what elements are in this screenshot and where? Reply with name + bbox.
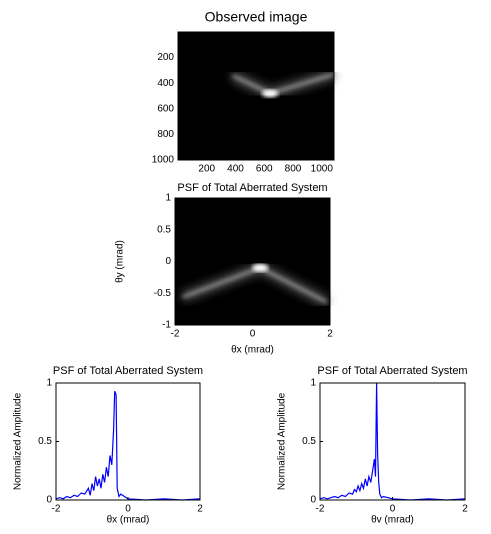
y-tick-label: 1 [46, 378, 52, 389]
line [319, 382, 466, 501]
axes-frame [319, 382, 466, 501]
x-tick-label: 0 [125, 504, 131, 515]
x-axis-label: θx (mrad) [231, 345, 274, 356]
y-tick-label: 0.5 [38, 436, 52, 447]
chart-title: PSF of Total Aberrated System [317, 365, 467, 377]
y-tick-label: 400 [157, 78, 174, 89]
x-axis-label: θx (mrad) [107, 515, 150, 526]
y-tick-label: 800 [157, 129, 174, 140]
x-tick-label: 200 [198, 164, 215, 175]
x-tick-label: 800 [285, 164, 302, 175]
image-peak [262, 89, 279, 98]
x-tick-label: -2 [171, 329, 180, 340]
chart-title: Observed image [205, 9, 308, 25]
y-tick-label: 0 [310, 495, 316, 506]
y-axis-label: Normalized Amplitude [277, 392, 288, 490]
image-background [175, 198, 330, 325]
y-tick-label: 0 [46, 495, 52, 506]
y-tick-label: -1 [162, 320, 171, 331]
y-tick-label: -0.5 [154, 288, 172, 299]
axes-frame [177, 31, 335, 161]
axes-frame [55, 382, 201, 501]
x-tick-label: 400 [227, 164, 244, 175]
line [55, 390, 201, 501]
x-tick-label: 0 [250, 329, 256, 340]
y-tick-label: 0.5 [302, 436, 316, 447]
chart-title: PSF of Total Aberrated System [177, 182, 327, 194]
y-tick-label: 200 [157, 52, 174, 63]
image-peak [252, 263, 269, 272]
x-tick-label: -2 [52, 504, 61, 515]
x-tick-label: 0 [390, 504, 396, 515]
x-tick-label: 600 [256, 164, 273, 175]
x-tick-label: 2 [462, 504, 468, 515]
y-tick-label: 1000 [152, 155, 175, 166]
x-tick-label: 2 [327, 329, 333, 340]
y-axis-label: θy (mrad) [115, 240, 126, 283]
chart-title: PSF of Total Aberrated System [53, 365, 203, 377]
y-tick-label: 1 [310, 378, 316, 389]
y-axis-label: Normalized Amplitude [13, 392, 24, 490]
y-tick-label: 0.5 [157, 224, 171, 235]
x-tick-label: 2 [197, 504, 203, 515]
y-tick-label: 0 [165, 256, 171, 267]
y-tick-label: 1 [165, 193, 171, 204]
x-tick-label: -2 [316, 504, 325, 515]
x-axis-label: θv (mrad) [371, 515, 414, 526]
image-background [178, 32, 334, 160]
y-tick-label: 600 [157, 103, 174, 114]
x-tick-label: 1000 [311, 164, 334, 175]
